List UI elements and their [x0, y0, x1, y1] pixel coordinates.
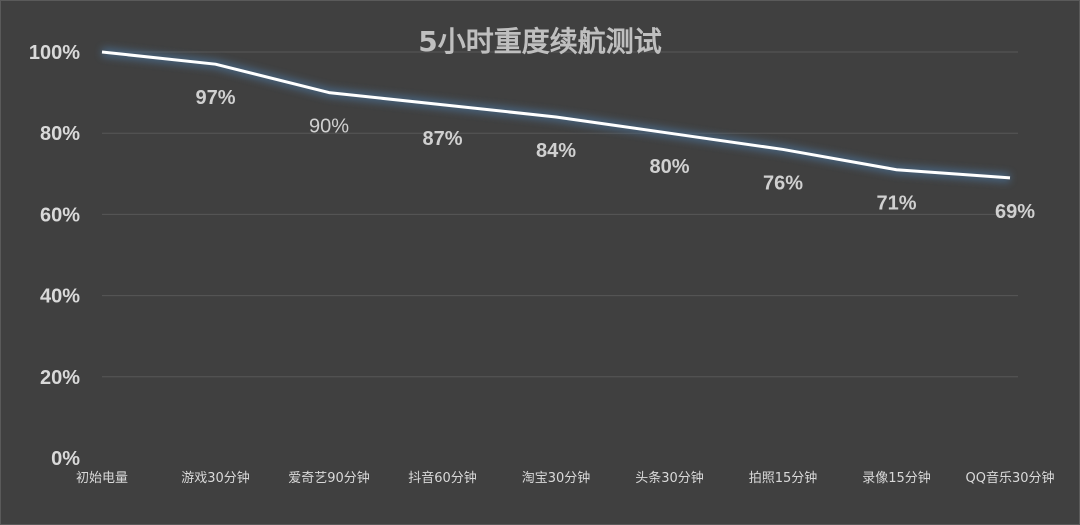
- x-tick-label: 抖音60分钟: [408, 470, 477, 486]
- data-label: 76%: [763, 172, 803, 194]
- x-tick-label: 录像15分钟: [862, 470, 931, 486]
- x-tick-label: 游戏30分钟: [181, 470, 250, 486]
- data-label: 71%: [876, 193, 916, 215]
- x-tick-label: 拍照15分钟: [749, 470, 818, 486]
- y-tick-label: 0%: [51, 448, 80, 470]
- gridlines: [102, 51, 1018, 378]
- y-tick-label: 20%: [40, 367, 80, 389]
- data-label: 80%: [649, 156, 689, 178]
- data-label: 87%: [422, 128, 462, 150]
- data-label: 84%: [536, 140, 576, 162]
- y-tick-label: 40%: [40, 286, 80, 308]
- data-label: 90%: [309, 116, 349, 138]
- x-tick-label: 初始电量: [76, 471, 128, 486]
- series-line: [101, 47, 1011, 183]
- y-tick-label: 60%: [40, 204, 80, 226]
- y-tick-label: 100%: [29, 42, 80, 64]
- x-tick-label: QQ音乐30分钟: [965, 470, 1054, 486]
- x-tick-label: 淘宝30分钟: [522, 470, 591, 486]
- y-axis-ticks: 0% 20% 40% 60% 80% 100%: [29, 42, 80, 470]
- y-tick-label: 80%: [40, 123, 80, 145]
- data-label: 97%: [195, 87, 235, 109]
- x-axis-ticks: 初始电量 游戏30分钟 爱奇艺90分钟 抖音60分钟 淘宝30分钟 头条30分钟 拍照15分…: [76, 470, 1055, 486]
- chart-title: 5小时重度续航测试: [418, 25, 661, 58]
- data-label: 69%: [995, 201, 1035, 223]
- x-tick-label: 头条30分钟: [635, 470, 704, 486]
- data-labels: 97% 90% 87% 84% 80% 76% 71% 69%: [195, 87, 1035, 223]
- x-tick-label: 爱奇艺90分钟: [288, 470, 370, 486]
- series-line-path: [101, 50, 1011, 180]
